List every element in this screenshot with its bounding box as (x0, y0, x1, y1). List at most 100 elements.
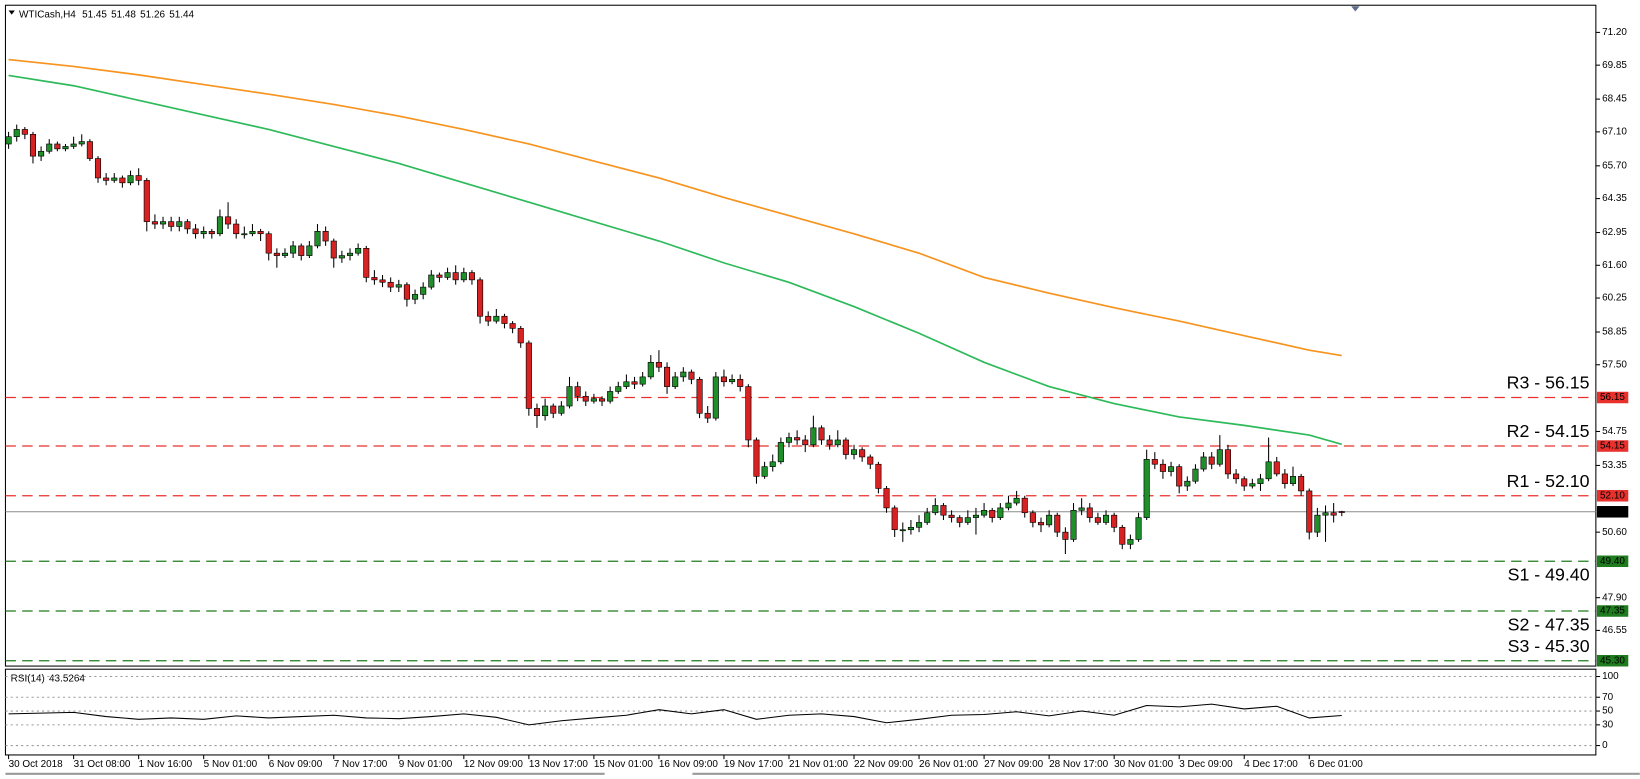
candle-body (387, 281, 394, 288)
candle-body (1257, 478, 1264, 484)
x-tick-label: 31 Oct 08:00 (74, 759, 131, 770)
y-tick-label: 53.35 (1602, 460, 1627, 471)
candle-body (477, 279, 484, 317)
candle-body (672, 376, 679, 387)
last-price-label: 51.44 (1600, 506, 1625, 517)
candle-body (1216, 449, 1223, 465)
candle-body (558, 405, 565, 414)
candle-body (1078, 507, 1085, 511)
candle-body (769, 461, 776, 467)
candle-body (834, 439, 841, 446)
x-tick-label: 6 Dec 01:00 (1309, 759, 1363, 770)
candle-body (452, 272, 459, 281)
y-tick-label: 50.60 (1602, 527, 1627, 538)
candle-body (850, 449, 858, 455)
candle-body (1029, 512, 1036, 523)
rsi-line (8, 703, 1342, 726)
candle-body (802, 439, 809, 446)
candle-body (127, 175, 134, 184)
candle-body (257, 231, 264, 235)
candle-body (1102, 514, 1110, 523)
candle-body (143, 180, 150, 222)
candle-body (867, 456, 874, 465)
candle-body (208, 231, 215, 235)
candle-body (363, 247, 370, 278)
x-tick-label: 9 Nov 01:00 (399, 759, 453, 770)
candle-body (21, 129, 28, 135)
candle-body (119, 177, 126, 184)
candle-body (883, 488, 890, 509)
candle-body (582, 395, 589, 402)
candle-body (777, 442, 784, 463)
candle-body (550, 405, 557, 414)
candle-body (720, 376, 727, 383)
candle-body (1168, 466, 1175, 472)
rsi-tick-label: 50 (1602, 706, 1614, 717)
candle-body (1192, 468, 1199, 482)
y-tick-label: 71.20 (1602, 27, 1627, 38)
level-tag-label: 45.30 (1600, 655, 1625, 666)
candle-body (924, 512, 931, 523)
candle-body (46, 143, 53, 152)
x-tick-label: 12 Nov 09:00 (464, 759, 524, 770)
candle-body (1046, 514, 1053, 526)
candle-body (972, 514, 979, 518)
candle-body (395, 284, 402, 288)
candle-body (623, 381, 630, 387)
level-tag (1596, 490, 1629, 502)
y-tick-label: 69.85 (1602, 60, 1627, 71)
candle-body (192, 228, 199, 235)
x-tick-label: 30 Nov 01:00 (1114, 759, 1174, 770)
candle-body (249, 231, 256, 235)
candle-body (631, 381, 638, 385)
candle-body (322, 231, 329, 242)
candle-body (151, 221, 158, 225)
shift-marker (1351, 6, 1360, 12)
rsi-tick-label: 70 (1602, 692, 1614, 703)
candle-body (444, 272, 451, 278)
level-tag-label: 47.35 (1600, 606, 1625, 617)
candle-body (655, 362, 662, 368)
candle-body (590, 398, 597, 402)
candle-body (542, 405, 549, 417)
candle-body (135, 175, 142, 181)
candle-body (615, 386, 622, 392)
candle-body (160, 221, 167, 225)
candle-body (1200, 456, 1207, 470)
candle-body (338, 255, 345, 259)
rsi-value: 43.5264 (49, 673, 85, 684)
candle-body (412, 294, 419, 300)
candle-body (1159, 463, 1166, 472)
candle-body (899, 529, 906, 532)
candle-body (981, 510, 988, 516)
candle-body (485, 315, 492, 322)
candle-body (5, 136, 12, 145)
level-tag (1596, 391, 1629, 404)
candle-body (346, 252, 354, 256)
x-tick-label: 6 Nov 09:00 (269, 759, 323, 770)
x-tick-label: 28 Nov 17:00 (1049, 759, 1109, 770)
candle-body (696, 379, 703, 414)
candle-body (509, 323, 516, 329)
candle-body (737, 379, 744, 387)
candle-body (38, 150, 45, 157)
candle-body (290, 245, 297, 254)
level-label: R2 - 54.15 (1507, 421, 1590, 441)
candle-body (1021, 497, 1028, 514)
candle-body (298, 245, 305, 256)
candle-body (1086, 507, 1093, 518)
level-tag-label: 54.15 (1600, 441, 1625, 452)
candle-body (932, 505, 939, 514)
candle-body (1184, 480, 1191, 487)
main-panel (4, 4, 1597, 667)
level-label: R1 - 52.10 (1507, 471, 1590, 491)
rsi-header: RSI(14) 43.5264 (11, 673, 86, 684)
y-tick-label: 65.70 (1602, 160, 1627, 171)
candle-body (1273, 461, 1280, 475)
candle-body (184, 221, 191, 230)
menu-icon (8, 10, 15, 15)
candle-body (1013, 497, 1020, 504)
candle-body (1338, 511, 1345, 513)
